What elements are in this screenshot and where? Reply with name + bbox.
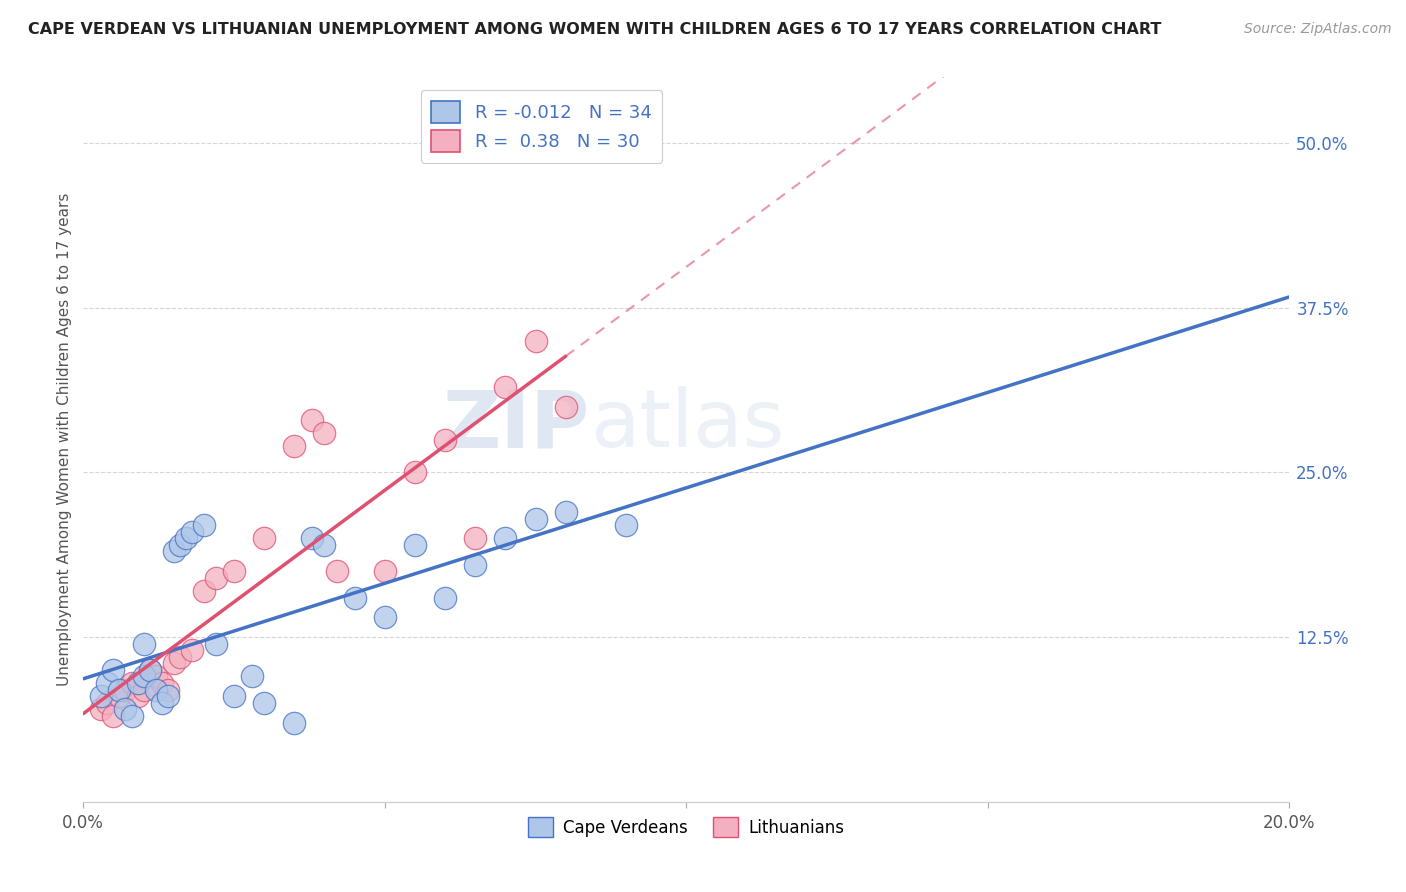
- Point: [404, 466, 426, 480]
- Point: [163, 657, 186, 671]
- Point: [253, 531, 276, 545]
- Point: [150, 676, 173, 690]
- Point: [108, 690, 131, 704]
- Point: [96, 696, 118, 710]
- Point: [253, 696, 276, 710]
- Point: [108, 682, 131, 697]
- Point: [434, 591, 457, 605]
- Point: [169, 649, 191, 664]
- Point: [404, 538, 426, 552]
- Point: [127, 676, 149, 690]
- Point: [127, 690, 149, 704]
- Point: [554, 505, 576, 519]
- Point: [614, 518, 637, 533]
- Point: [494, 380, 516, 394]
- Point: [374, 610, 396, 624]
- Point: [434, 433, 457, 447]
- Point: [145, 669, 167, 683]
- Point: [156, 690, 179, 704]
- Point: [90, 690, 112, 704]
- Point: [222, 564, 245, 578]
- Point: [180, 643, 202, 657]
- Point: [494, 531, 516, 545]
- Point: [193, 583, 215, 598]
- Text: Source: ZipAtlas.com: Source: ZipAtlas.com: [1244, 22, 1392, 37]
- Point: [314, 425, 336, 440]
- Point: [132, 669, 155, 683]
- Legend: Cape Verdeans, Lithuanians: Cape Verdeans, Lithuanians: [522, 810, 851, 844]
- Text: CAPE VERDEAN VS LITHUANIAN UNEMPLOYMENT AMONG WOMEN WITH CHILDREN AGES 6 TO 17 Y: CAPE VERDEAN VS LITHUANIAN UNEMPLOYMENT …: [28, 22, 1161, 37]
- Point: [464, 531, 486, 545]
- Text: atlas: atlas: [589, 386, 785, 464]
- Point: [180, 524, 202, 539]
- Point: [301, 531, 323, 545]
- Point: [96, 676, 118, 690]
- Point: [222, 690, 245, 704]
- Point: [343, 591, 366, 605]
- Point: [314, 538, 336, 552]
- Point: [524, 334, 547, 348]
- Point: [169, 538, 191, 552]
- Point: [132, 682, 155, 697]
- Point: [374, 564, 396, 578]
- Point: [132, 637, 155, 651]
- Point: [156, 682, 179, 697]
- Point: [205, 571, 228, 585]
- Point: [524, 511, 547, 525]
- Point: [163, 544, 186, 558]
- Point: [103, 709, 125, 723]
- Text: ZIP: ZIP: [443, 386, 589, 464]
- Point: [464, 558, 486, 572]
- Point: [121, 709, 143, 723]
- Point: [138, 663, 160, 677]
- Y-axis label: Unemployment Among Women with Children Ages 6 to 17 years: Unemployment Among Women with Children A…: [58, 193, 72, 686]
- Point: [301, 413, 323, 427]
- Point: [138, 663, 160, 677]
- Point: [150, 696, 173, 710]
- Point: [240, 669, 263, 683]
- Point: [174, 531, 197, 545]
- Point: [205, 637, 228, 651]
- Point: [554, 400, 576, 414]
- Point: [145, 682, 167, 697]
- Point: [103, 663, 125, 677]
- Point: [325, 564, 347, 578]
- Point: [283, 715, 305, 730]
- Point: [114, 702, 136, 716]
- Point: [121, 676, 143, 690]
- Point: [90, 702, 112, 716]
- Point: [283, 439, 305, 453]
- Point: [114, 682, 136, 697]
- Point: [193, 518, 215, 533]
